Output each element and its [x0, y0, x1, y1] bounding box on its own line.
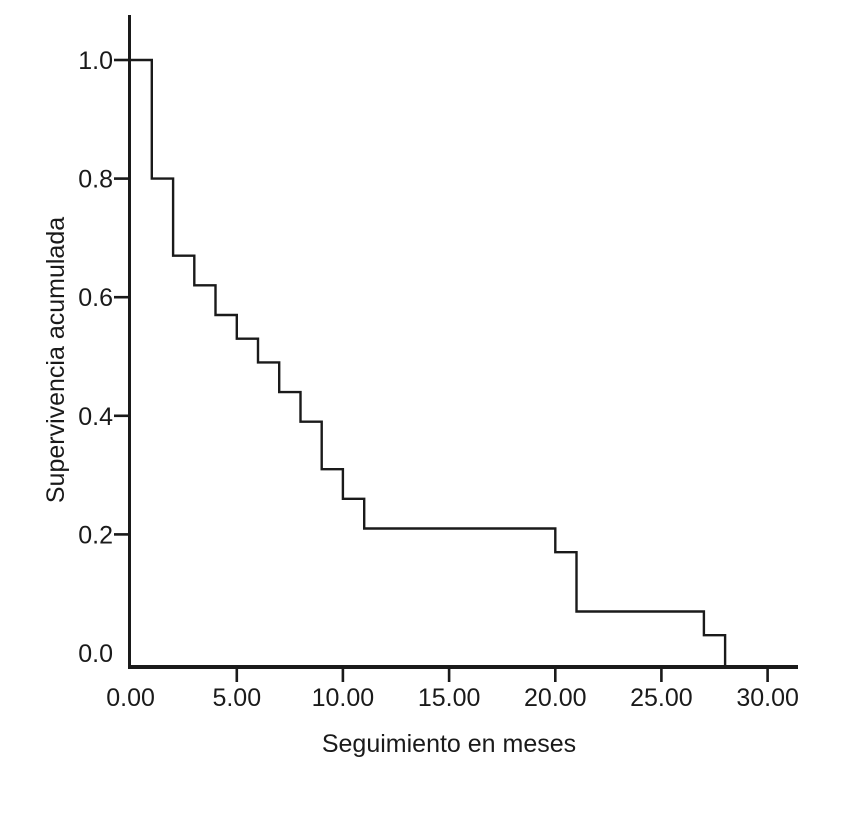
y-tick-label: 1.0	[78, 47, 113, 75]
x-tick-label: 30.00	[736, 684, 799, 712]
y-axis-title: Supervivencia acumulada	[42, 217, 70, 503]
y-tick-mark	[114, 58, 129, 62]
y-tick-label: 0.2	[78, 521, 113, 549]
x-axis-line	[128, 665, 798, 669]
x-tick-label: 15.00	[418, 684, 481, 712]
x-tick-mark	[660, 669, 663, 682]
y-tick-mark	[114, 414, 129, 418]
x-tick-mark	[235, 669, 239, 682]
x-tick-label: 25.00	[630, 684, 693, 712]
x-tick-label: 10.00	[312, 684, 375, 712]
y-tick-label: 0.6	[78, 284, 113, 312]
y-tick-labels: 0.0 0.2 0.4 0.6 0.8 1.0	[78, 47, 113, 668]
y-axis-line	[128, 15, 131, 669]
x-tick-mark	[341, 669, 345, 682]
x-tick-mark	[554, 669, 557, 682]
x-tick-mark	[766, 669, 769, 682]
y-tick-mark	[114, 177, 129, 180]
x-tick-labels: 0.00 5.00 10.00 15.00 20.00 25.00 30.00	[106, 684, 799, 712]
survival-curve	[130, 58, 727, 668]
x-axis-title: Seguimiento en meses	[322, 730, 576, 758]
x-axis-ticks	[235, 669, 769, 682]
x-tick-label: 0.00	[106, 684, 155, 712]
y-tick-mark	[114, 533, 129, 536]
y-axis-ticks	[114, 58, 129, 536]
y-tick-label: 0.8	[78, 166, 113, 194]
x-tick-mark	[447, 669, 451, 682]
x-tick-label: 20.00	[524, 684, 587, 712]
y-tick-label: 0.0	[78, 640, 113, 668]
x-tick-label: 5.00	[212, 684, 261, 712]
y-tick-mark	[114, 295, 129, 299]
y-tick-label: 0.4	[78, 403, 113, 431]
